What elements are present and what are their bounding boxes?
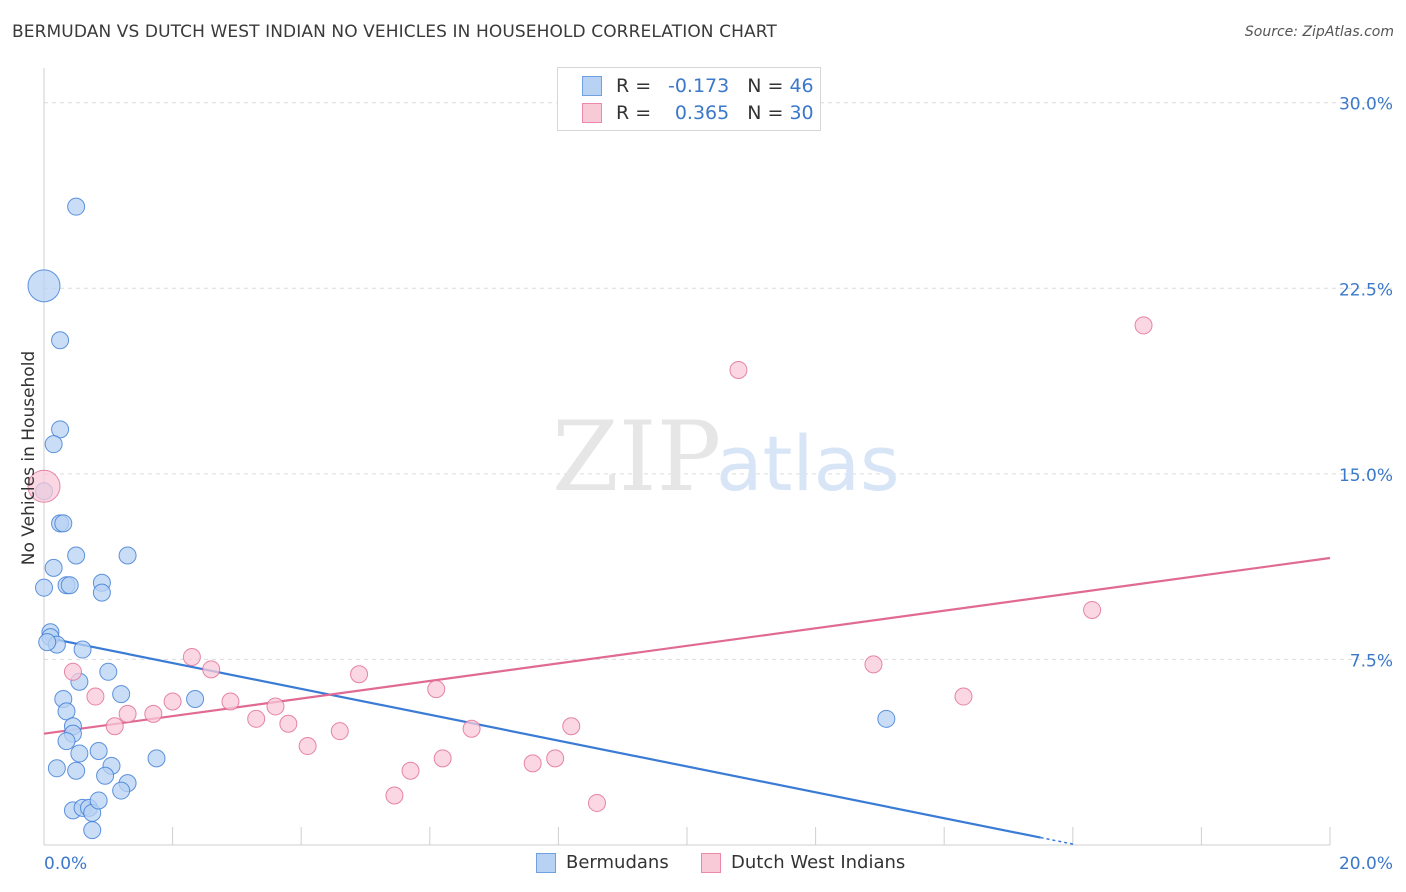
data-point	[27, 469, 61, 503]
data-point	[118, 704, 137, 723]
y-tick-label: 7.5%	[1350, 651, 1393, 671]
data-point	[186, 690, 205, 709]
x-tick-label: 20.0%	[1339, 854, 1393, 874]
legend-label-dutch-west-indians: Dutch West Indians	[731, 852, 906, 873]
data-point	[330, 722, 349, 741]
stats-legend: R = -0.173 N = 46 R = 0.365 N = 30	[557, 67, 821, 131]
data-point	[182, 647, 201, 666]
r-label: R =	[616, 102, 652, 124]
y-tick-label: 22.5%	[1339, 280, 1393, 300]
data-point	[147, 749, 166, 768]
data-point	[35, 578, 53, 597]
data-point	[96, 766, 115, 785]
r-value: 0.365	[674, 102, 730, 124]
data-point	[99, 662, 118, 681]
n-label: N =	[747, 102, 784, 124]
data-point	[587, 793, 606, 812]
n-value: 46	[789, 75, 814, 97]
data-point	[298, 737, 317, 756]
x-tick-label: 0.0%	[44, 854, 87, 874]
legend-row-bermudans: R = -0.173 N = 46	[582, 74, 814, 98]
watermark-zip: ZIP	[552, 401, 721, 513]
trend-line	[43, 556, 1331, 735]
grid-lines	[44, 102, 1392, 660]
data-points	[27, 197, 1153, 840]
data-point	[51, 420, 70, 439]
axes	[43, 68, 1331, 846]
legend-swatch-dutch-west-indians	[582, 103, 602, 123]
data-point	[44, 435, 63, 454]
data-point	[163, 692, 182, 711]
data-point	[83, 821, 102, 840]
data-point	[1083, 600, 1102, 619]
data-point	[105, 717, 124, 736]
data-point	[57, 702, 76, 721]
data-point	[401, 761, 420, 780]
data-point	[38, 633, 57, 652]
data-point	[63, 662, 82, 681]
data-point	[144, 704, 163, 723]
n-label: N =	[747, 75, 784, 97]
data-point	[433, 749, 452, 768]
data-point	[60, 576, 79, 595]
y-tick-label: 15.0%	[1339, 466, 1393, 486]
data-point	[67, 197, 86, 216]
data-point	[954, 687, 973, 706]
bottom-legend-bermudans: Bermudans	[536, 852, 669, 873]
data-point	[247, 709, 266, 728]
y-axis-label: No Vehicles in Household	[19, 351, 39, 565]
data-point	[523, 754, 542, 773]
data-point	[562, 717, 581, 736]
data-point	[462, 719, 481, 738]
data-point	[73, 640, 92, 659]
legend-label-bermudans: Bermudans	[566, 852, 669, 873]
data-point	[112, 685, 131, 704]
r-label: R =	[616, 75, 652, 97]
data-point	[27, 269, 61, 303]
axis-labels: 7.5% 15.0% 22.5% 30.0% 0.0% 20.0% No Vehicles …	[19, 95, 1393, 874]
legend-row-dutch-west-indians: R = 0.365 N = 30	[582, 101, 814, 125]
data-point	[89, 741, 108, 760]
data-point	[54, 514, 73, 533]
data-point	[221, 692, 240, 711]
data-point	[70, 744, 89, 763]
y-tick-label: 30.0%	[1339, 95, 1393, 115]
chart-title: BERMUDAN VS DUTCH WEST INDIAN NO VEHICLE…	[12, 22, 777, 42]
legend-swatch-bermudans	[582, 76, 602, 96]
data-point	[729, 360, 748, 379]
source-label: Source: ZipAtlas.com	[1244, 24, 1394, 40]
data-point	[385, 786, 404, 805]
data-point	[118, 546, 137, 565]
legend-swatch-dutch-west-indians	[701, 852, 721, 873]
data-point	[47, 759, 66, 778]
data-point	[112, 781, 131, 800]
data-point	[44, 558, 63, 577]
trend-line-extension	[1040, 836, 1077, 846]
data-point	[67, 546, 86, 565]
data-point	[427, 680, 446, 699]
bottom-legend-dutch-west-indians: Dutch West Indians	[701, 852, 905, 873]
data-point	[92, 583, 111, 602]
data-point	[279, 714, 298, 733]
data-point	[350, 665, 369, 684]
watermark-atlas: atlas	[716, 419, 900, 508]
n-value: 30	[789, 102, 814, 124]
data-point	[546, 749, 565, 768]
data-point	[877, 709, 896, 728]
data-point	[57, 732, 76, 751]
data-point	[89, 791, 108, 810]
r-value: -0.173	[667, 75, 730, 97]
data-point	[202, 660, 221, 679]
data-point	[1134, 316, 1153, 335]
trend-line	[43, 636, 1041, 839]
data-point	[67, 761, 86, 780]
data-point	[864, 655, 883, 674]
legend-swatch-bermudans	[536, 852, 556, 873]
data-point	[266, 697, 285, 716]
data-point	[86, 687, 105, 706]
data-point	[51, 331, 70, 350]
